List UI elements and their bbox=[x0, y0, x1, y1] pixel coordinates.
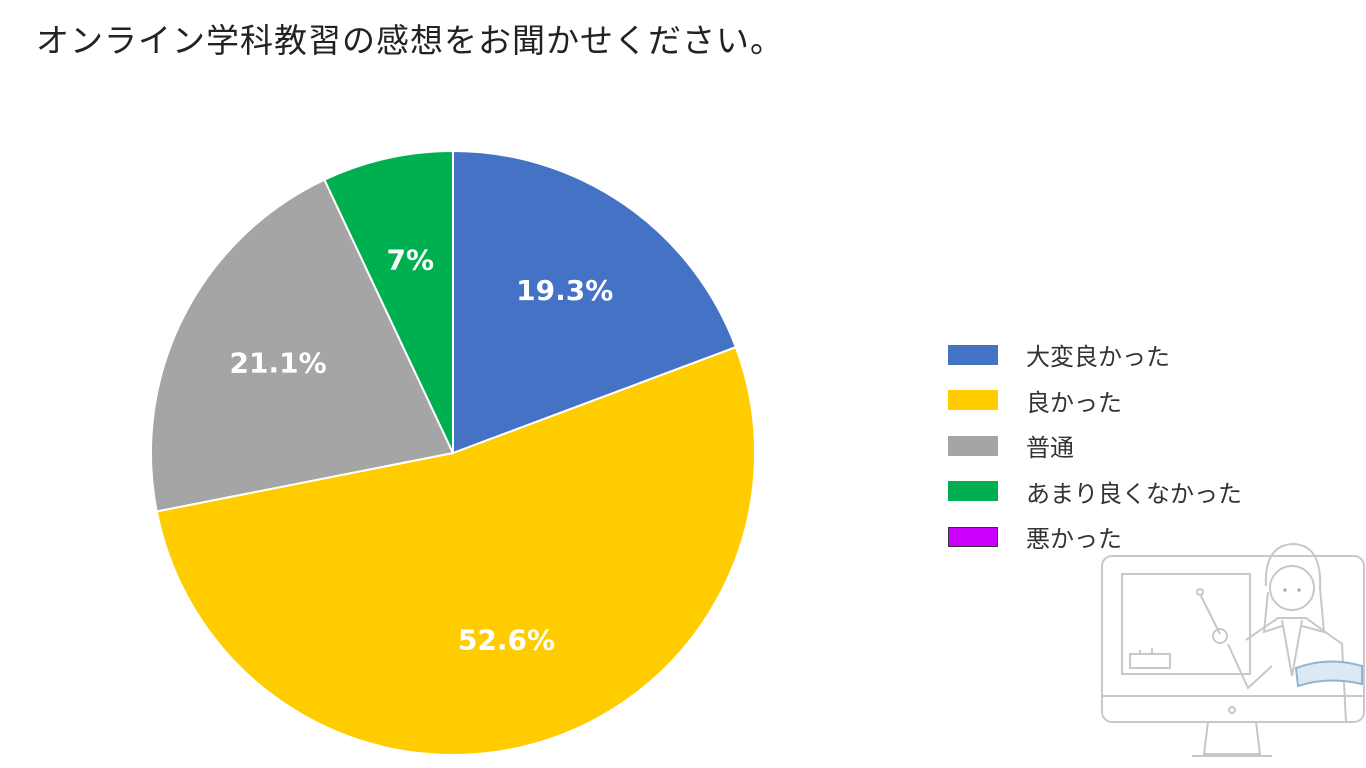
legend-label: 良かった bbox=[1026, 388, 1122, 417]
legend-item-bad: 悪かった bbox=[948, 514, 1242, 560]
legend-swatch bbox=[948, 344, 998, 365]
legend-item-good: 良かった bbox=[948, 378, 1242, 424]
slice-label: 7% bbox=[386, 244, 434, 277]
slice-label: 19.3% bbox=[516, 274, 613, 307]
legend-swatch bbox=[948, 435, 998, 456]
pie-slice bbox=[323, 149, 454, 454]
teacher-at-monitor-illustration bbox=[1101, 542, 1365, 757]
legend-label: 悪かった bbox=[1026, 525, 1122, 554]
legend-item-not-so-good: あまり良くなかった bbox=[948, 469, 1242, 515]
legend-label: あまり良くなかった bbox=[1026, 479, 1242, 508]
legend-item-average: 普通 bbox=[948, 423, 1242, 469]
slice-label: 21.1% bbox=[230, 347, 327, 380]
chart-title: オンライン学科教習の感想をお聞かせください。 bbox=[36, 21, 784, 60]
legend-label: 大変良かった bbox=[1026, 343, 1170, 372]
pie-slice bbox=[155, 345, 756, 756]
legend-label: 普通 bbox=[1026, 434, 1074, 463]
legend-swatch bbox=[948, 526, 998, 547]
legend-swatch bbox=[948, 481, 998, 502]
pie-slice bbox=[452, 149, 738, 455]
pie-slice bbox=[150, 178, 455, 513]
slice-labels: 19.3% 52.6% 21.1% 7% bbox=[230, 244, 614, 657]
legend: 大変良かった 良かった 普通 あまり良くなかった 悪かった bbox=[948, 332, 1242, 560]
legend-item-very-good: 大変良かった bbox=[948, 332, 1242, 378]
legend-swatch bbox=[948, 390, 998, 411]
slice-label: 52.6% bbox=[458, 624, 555, 657]
